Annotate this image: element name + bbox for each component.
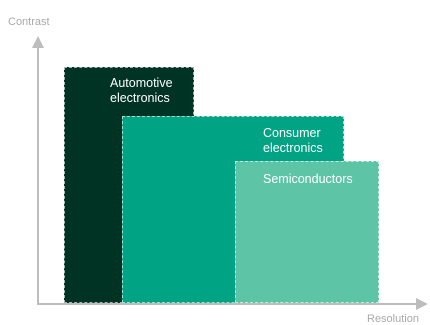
y-axis-arrow-icon — [32, 36, 44, 48]
region-label-consumer-electronics: Consumer electronics — [263, 126, 323, 155]
region-semiconductors: Semiconductors — [235, 161, 379, 303]
x-axis-label: Resolution — [367, 313, 419, 325]
y-axis-label: Contrast — [8, 16, 50, 28]
x-axis-arrow-icon — [416, 298, 428, 310]
region-label-semiconductors: Semiconductors — [263, 172, 353, 186]
region-label-automotive-electronics: Automotive electronics — [110, 76, 173, 105]
